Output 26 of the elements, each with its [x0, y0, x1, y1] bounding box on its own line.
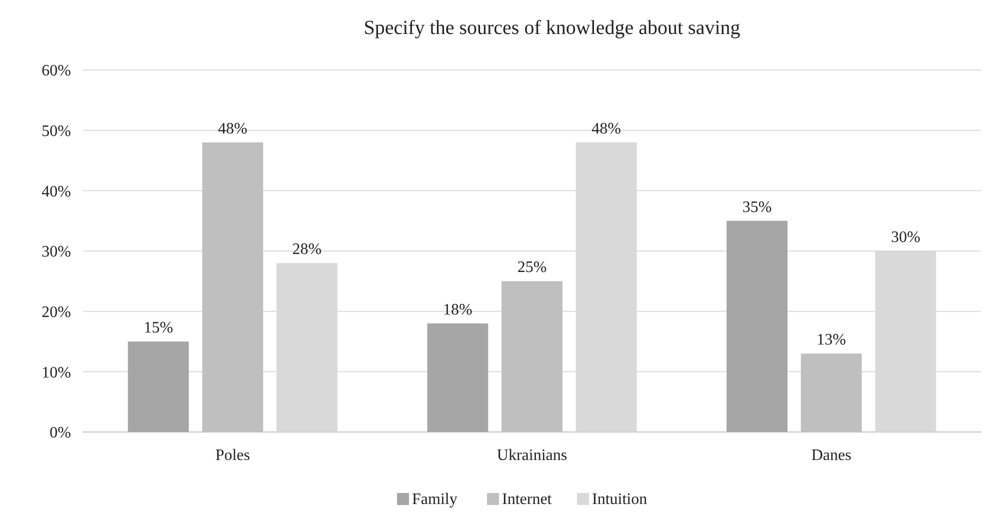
legend-label: Internet [502, 491, 552, 508]
y-tick-label: 20% [42, 304, 71, 321]
chart-title: Specify the sources of knowledge about saving [364, 17, 740, 39]
x-tick-label: Ukrainians [496, 447, 568, 464]
data-label: 15% [144, 320, 174, 336]
data-label: 30% [890, 229, 920, 246]
data-label: 18% [443, 301, 472, 318]
y-tick-label: 30% [42, 244, 71, 261]
x-tick-label: Poles [215, 447, 250, 464]
legend-label: Intuition [592, 491, 648, 508]
data-label: 28% [292, 241, 322, 258]
y-tick-label: 40% [42, 183, 71, 200]
bar [128, 342, 189, 432]
legend-label: Family [412, 491, 458, 508]
bar [726, 220, 788, 432]
y-tick-label: 0% [50, 424, 71, 442]
x-tick-label: Danes [811, 447, 852, 464]
data-label: 25% [517, 259, 547, 276]
data-label: 48% [592, 120, 621, 138]
y-tick-label: 60% [42, 62, 71, 80]
data-label: 13% [816, 332, 846, 349]
bar [427, 323, 488, 432]
y-tick-label: 50% [42, 122, 71, 140]
y-tick-label: 10% [42, 364, 71, 382]
data-label: 48% [218, 120, 248, 138]
data-label: 35% [742, 198, 772, 216]
